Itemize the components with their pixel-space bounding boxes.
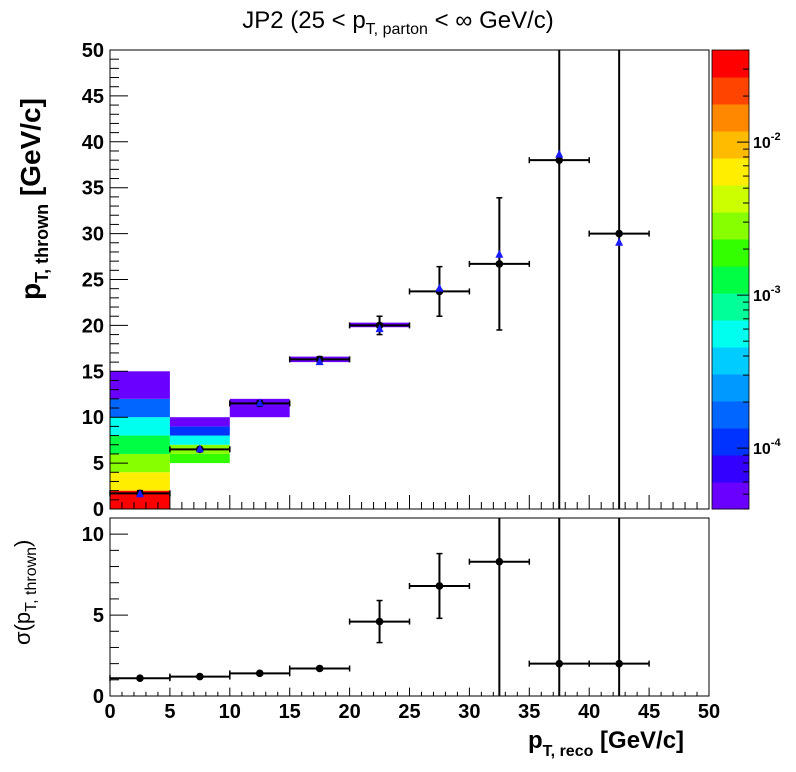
heatmap-cell [169,417,230,427]
top-y-tick-label: 40 [82,132,104,154]
mpv-point [555,149,564,158]
top-y-tick-label: 20 [82,315,104,337]
colorbar-label: 10-4 [753,437,781,458]
colorbar-segment [712,374,749,402]
heatmap-cell [169,453,230,464]
colorbar-labels: 10-2 10-3 10-4 [737,49,781,510]
top-y-tick-label: 45 [82,86,104,108]
sigma-point [435,582,444,590]
colorbar-segment [712,482,749,510]
colorbar-segment [712,158,749,186]
bottom-y-tick-labels: 0 5 10 [82,524,104,708]
top-y-tick-label: 30 [82,224,104,246]
bottom-y-tick-label: 5 [93,605,104,627]
x-tick-label: 15 [279,701,301,723]
heatmap-cell [110,371,170,399]
colorbar-segment [712,401,749,429]
heatmap-cells [110,322,410,509]
x-tick-label: 35 [518,701,540,723]
heatmap-cell [169,435,230,445]
sigma-point [555,659,564,668]
heatmap-cell [110,490,170,509]
sigma-point [615,659,623,668]
colorbar-segment [712,320,749,348]
mpv-point [375,324,384,333]
colorbar-segment [712,212,749,240]
heatmap-cell [110,398,170,418]
colorbar-label: 10-2 [753,131,781,152]
sigma-point [196,672,204,681]
heatmap-cell [110,417,170,436]
mpv-point [135,489,144,498]
colorbar-segment [712,50,749,78]
colorbar-segment [712,239,749,267]
heatmap-cell [110,472,170,491]
x-tick-label: 25 [398,701,420,723]
x-tick-label: 20 [338,701,360,723]
top-y-tick-label: 5 [93,453,104,475]
x-axis-label: pT, reco [GeV/c] [528,727,684,760]
top-ticks [109,49,710,510]
x-tick-label: 50 [698,701,720,723]
mean-point [615,229,623,238]
top-y-tick-label: 0 [93,499,104,521]
mpv-point [195,444,204,453]
top-points [109,50,650,509]
top-y-axis-label: pT, thrown [GeV/c] [15,98,52,300]
top-y-tick-label: 50 [82,40,104,62]
colorbar-label: 10-3 [753,284,781,305]
bottom-ticks [109,517,710,697]
sigma-point [375,617,384,626]
bottom-y-axis-label: σ(pT, thrown) [10,540,40,645]
x-tick-label: 30 [458,701,480,723]
heatmap-cell [110,435,170,454]
bottom-points [109,518,650,696]
mpv-point [315,357,324,366]
colorbar-segment [712,428,749,456]
mean-point [555,156,564,164]
bottom-y-tick-label: 0 [93,686,104,708]
x-tick-label: 5 [164,701,175,723]
colorbar-segment [712,266,749,294]
x-tick-label: 45 [638,701,660,723]
sigma-point [315,664,324,673]
mpv-point [495,249,504,258]
mpv-point [435,283,444,292]
colorbar-segment [712,347,749,375]
top-y-tick-label: 35 [82,178,104,200]
sigma-point [255,669,264,678]
colorbar-frame [711,49,750,510]
top-y-tick-label: 10 [82,407,104,429]
colorbar-segment [712,131,749,159]
colorbar-segment [712,293,749,321]
top-y-tick-label: 15 [82,361,104,383]
colorbar [711,49,750,510]
colorbar-segment [712,77,749,105]
mpv-point [255,398,264,407]
sigma-point [136,674,144,682]
bottom-y-tick-label: 10 [82,524,104,546]
x-tick-labels: 0 5 10 15 20 25 30 35 40 45 50 [104,701,720,723]
colorbar-segment [712,185,749,213]
x-tick-label: 10 [219,701,241,723]
mpv-point [615,237,624,246]
colorbar-segment [712,104,749,132]
chart-title: JP2 (25 < pT, parton < ∞ GeV/c) [242,7,554,38]
top-y-tick-labels: 0 5 10 15 20 25 30 35 40 45 50 [82,40,104,521]
mean-point [495,260,504,268]
colorbar-segment [712,455,749,483]
x-tick-label: 0 [104,701,115,723]
heatmap-cell [169,426,230,436]
top-y-tick-label: 25 [82,270,104,292]
x-tick-label: 40 [578,701,600,723]
heatmap-cell [110,453,170,473]
sigma-point [495,557,504,566]
